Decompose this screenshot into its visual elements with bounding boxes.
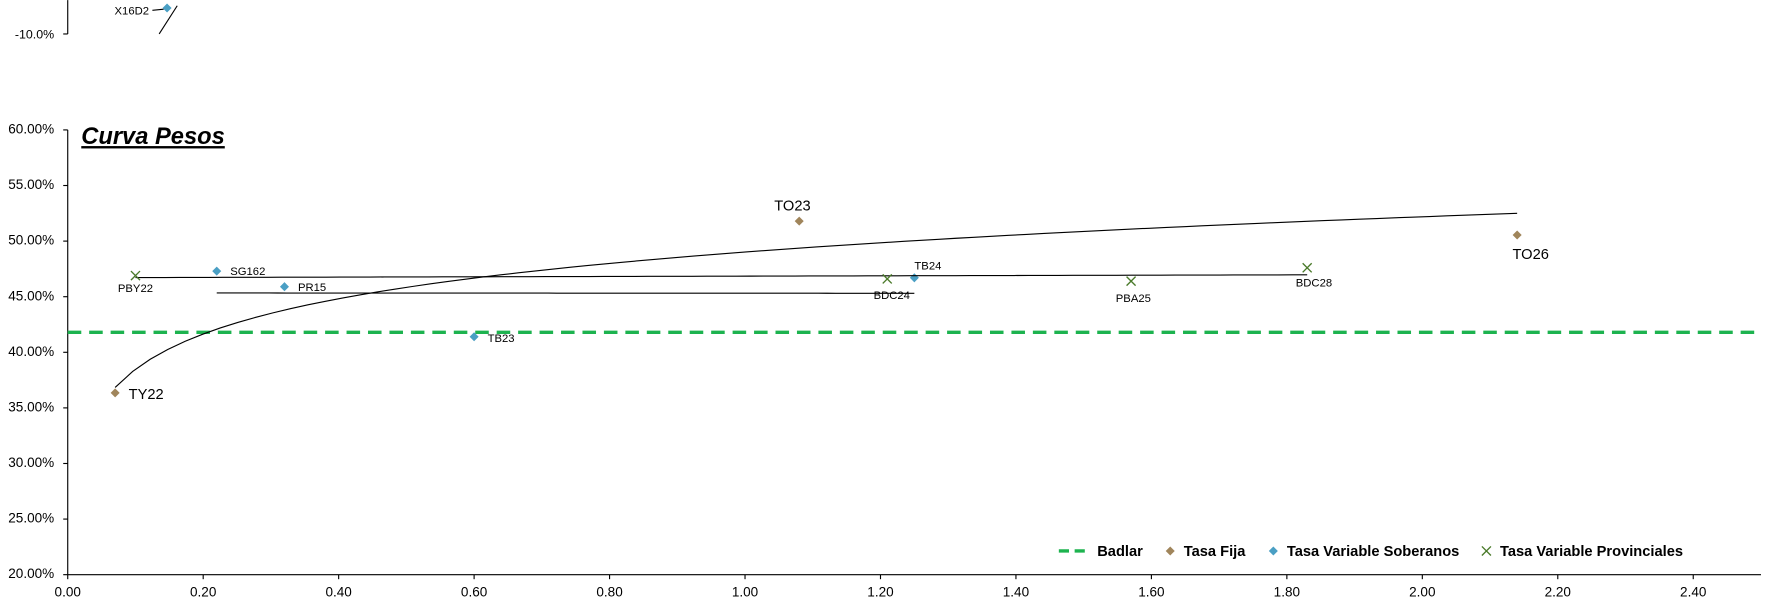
point [212,267,221,276]
trendline [115,213,1517,387]
x-tick-label: 1.80 [1274,584,1300,599]
point [1303,263,1312,272]
point [1127,277,1136,286]
x-tick-label: 2.00 [1409,584,1435,599]
x-tick-label: 0.80 [596,584,622,599]
legend-swatch [1269,546,1278,555]
x-tick-label: 0.00 [55,584,81,599]
legend-label: Tasa Variable Soberanos [1287,544,1459,560]
x-tick-label: 0.20 [190,584,216,599]
point [163,3,172,12]
leader-line [152,9,163,10]
x-tick-label: 1.40 [1003,584,1029,599]
y-tick-label: -10.0% [15,27,54,41]
point [111,388,120,397]
x-tick-label: 1.60 [1138,584,1164,599]
trendline [135,275,1307,278]
y-tick-label: 55.00% [8,177,54,192]
legend-label: Badlar [1097,544,1143,560]
point [1513,230,1522,239]
legend: Badlar Tasa Fija Tasa Variable Soberanos Ta… [1059,544,1683,560]
data-label: TO26 [1512,247,1548,263]
y-tick-label: 45.00% [8,288,54,303]
x-tick-label: 2.40 [1680,584,1706,599]
y-tick-label: 40.00% [8,344,54,359]
data-label: PBY22 [118,283,153,295]
point [131,271,140,280]
data-label: TB23 [488,333,515,345]
legend-swatch [1166,546,1175,555]
y-tick-label: 60.00% [8,121,54,136]
y-tick-label: 20.00% [8,566,54,581]
x-tick-label: 0.60 [461,584,487,599]
data-label: BDC24 [874,290,910,302]
legend-swatch [1482,546,1491,555]
y-tick-label: 35.00% [8,399,54,414]
legend-label: Tasa Variable Provinciales [1500,544,1683,560]
data-label: TB24 [914,260,941,272]
point [910,273,919,282]
point [280,282,289,291]
point-label: X16D2 [115,5,149,17]
data-label: PR15 [298,282,326,294]
legend-label: Tasa Fija [1184,544,1246,560]
x-tick-label: 2.20 [1545,584,1571,599]
x-tick-label: 1.20 [867,584,893,599]
x-tick-label: 1.00 [732,584,758,599]
y-tick-label: 25.00% [8,511,54,526]
data-label: BDC28 [1296,278,1332,290]
x-tick-label: 0.40 [325,584,351,599]
y-tick-label: 30.00% [8,455,54,470]
top-fragment: -10.0% X16D2 [15,0,177,41]
data-label: PBA25 [1116,293,1151,305]
y-tick-label: 50.00% [8,233,54,248]
point [795,217,804,226]
data-label: TO23 [774,198,810,214]
chart-title: Curva Pesos [81,124,225,150]
data-label: TY22 [129,387,164,403]
data-label: SG162 [230,266,265,278]
